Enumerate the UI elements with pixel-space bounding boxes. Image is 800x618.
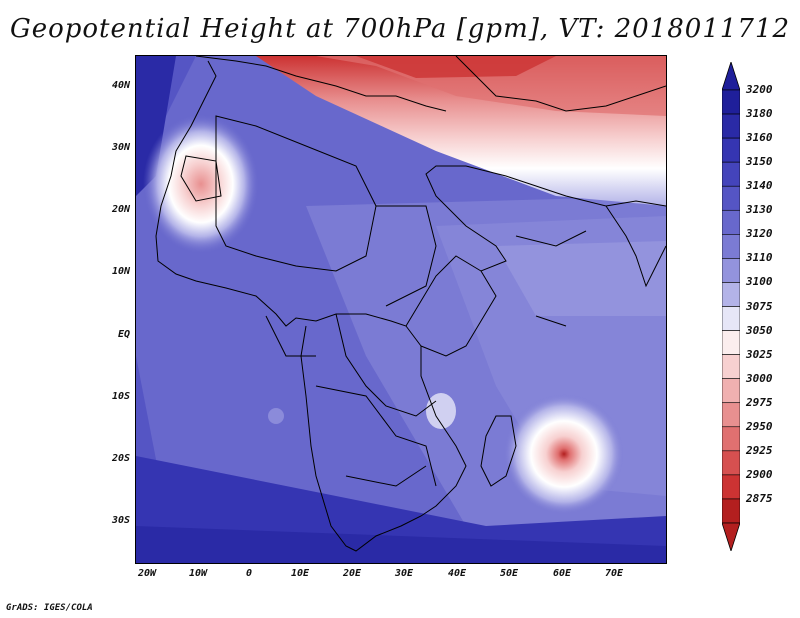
- colorbar: [722, 62, 740, 551]
- colorbar-bottom-arrow: [722, 522, 740, 551]
- colorbar-label: 3130: [746, 203, 773, 217]
- colorbar-label: 3150: [746, 155, 773, 169]
- lat-label-30n: 30N: [111, 142, 130, 153]
- colorbar-segment: [722, 498, 740, 524]
- west-africa-low: [143, 114, 259, 254]
- colorbar-label: 2875: [746, 491, 773, 505]
- colorbar-segment: [722, 306, 740, 331]
- indian-ocean-low: [504, 394, 624, 514]
- colorbar-label: 3180: [746, 107, 773, 121]
- colorbar-label: 3025: [746, 347, 773, 361]
- colorbar-label: 2950: [746, 419, 773, 433]
- lat-label-10s: 10S: [111, 391, 130, 402]
- colorbar-top-arrow: [722, 62, 740, 91]
- colorbar-segment: [722, 282, 740, 307]
- map-plot-area: [135, 55, 667, 564]
- colorbar-label: 2900: [746, 467, 773, 481]
- colorbar-label: 3000: [746, 371, 773, 385]
- colorbar-segment: [722, 185, 740, 211]
- lat-label-10n: 10N: [111, 266, 130, 277]
- colorbar-label: 3110: [746, 251, 773, 265]
- colorbar-label: 3050: [746, 323, 773, 337]
- lat-label-eq: EQ: [117, 329, 130, 340]
- colorbar-label: 2925: [746, 443, 773, 457]
- lat-label-20s: 20S: [111, 453, 130, 464]
- colorbar-segment: [722, 426, 740, 452]
- map-field: [136, 56, 666, 563]
- colorbar-label: 3075: [746, 299, 773, 313]
- colorbar-label: 3160: [746, 131, 773, 145]
- colorbar-label: 3140: [746, 179, 773, 193]
- colorbar-label: 3120: [746, 227, 773, 241]
- lon-label-40e: 40E: [447, 568, 467, 579]
- colorbar-segment: [722, 450, 740, 476]
- lon-label-20w: 20W: [137, 568, 157, 579]
- lat-label-20n: 20N: [111, 204, 130, 215]
- lon-label-10e: 10E: [290, 568, 310, 579]
- colorbar-segment: [722, 354, 740, 379]
- colorbar-segment: [722, 234, 740, 259]
- colorbar-label: 3200: [746, 83, 773, 96]
- colorbar-segment: [722, 161, 740, 187]
- lat-label-30s: 30S: [111, 515, 130, 526]
- lon-label-30e: 30E: [394, 568, 414, 579]
- colorbar-segment: [722, 474, 740, 500]
- colorbar-segment: [722, 330, 740, 355]
- credit-text: GrADS: IGES/COLA: [6, 603, 93, 613]
- colorbar-segment: [722, 258, 740, 283]
- coastlines: [155, 56, 666, 552]
- lon-label-10w: 10W: [188, 568, 208, 579]
- colorbar-segment: [722, 209, 740, 235]
- lon-label-0: 0: [245, 568, 253, 579]
- colorbar-segment: [722, 89, 740, 115]
- lon-label-70e: 70E: [604, 568, 624, 579]
- colorbar-segment: [722, 137, 740, 163]
- lon-label-60e: 60E: [552, 568, 572, 579]
- map-title: Geopotential Height at 700hPa [gpm], VT:…: [9, 14, 791, 44]
- lon-label-50e: 50E: [499, 568, 519, 579]
- colorbar-label: 2975: [746, 395, 773, 409]
- colorbar-label: 3100: [746, 275, 773, 289]
- colorbar-segment: [722, 402, 740, 428]
- lon-label-20e: 20E: [342, 568, 362, 579]
- colorbar-segment: [722, 113, 740, 139]
- lat-label-40n: 40N: [111, 80, 130, 91]
- colorbar-segment: [722, 378, 740, 404]
